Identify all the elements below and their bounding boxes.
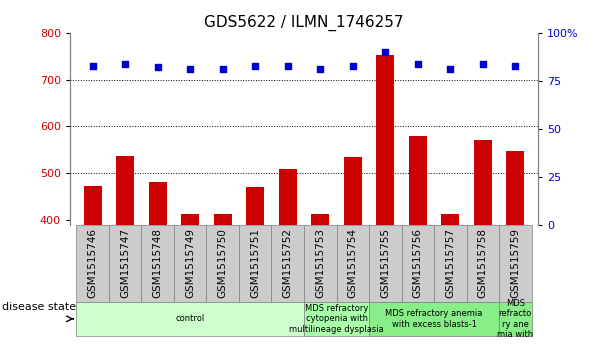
Text: MDS refractory
cytopenia with
multilineage dysplasia: MDS refractory cytopenia with multilinea…	[289, 304, 384, 334]
FancyBboxPatch shape	[499, 225, 531, 302]
Text: GSM1515746: GSM1515746	[88, 228, 98, 298]
Bar	[441, 214, 459, 225]
FancyBboxPatch shape	[207, 225, 239, 302]
Point	[348, 64, 358, 69]
FancyBboxPatch shape	[369, 302, 499, 335]
FancyBboxPatch shape	[77, 225, 109, 302]
Bar	[214, 214, 232, 225]
Bar	[116, 156, 134, 225]
Text: GSM1515754: GSM1515754	[348, 228, 358, 298]
Bar	[181, 214, 199, 225]
Point	[381, 49, 390, 55]
Text: GSM1515752: GSM1515752	[283, 228, 292, 298]
FancyBboxPatch shape	[239, 225, 272, 302]
Bar	[344, 157, 362, 225]
FancyBboxPatch shape	[304, 225, 336, 302]
FancyBboxPatch shape	[272, 225, 304, 302]
Point	[153, 64, 162, 70]
Point	[413, 61, 423, 67]
Point	[283, 64, 292, 69]
Bar	[246, 187, 264, 225]
FancyBboxPatch shape	[77, 302, 304, 335]
FancyBboxPatch shape	[142, 225, 174, 302]
Bar	[409, 136, 427, 225]
Bar	[506, 151, 524, 225]
Text: GSM1515747: GSM1515747	[120, 228, 130, 298]
Text: GSM1515748: GSM1515748	[153, 228, 163, 298]
Text: GSM1515753: GSM1515753	[316, 228, 325, 298]
Point	[316, 66, 325, 72]
Text: disease state: disease state	[2, 302, 77, 312]
Point	[185, 66, 195, 72]
Text: GSM1515751: GSM1515751	[250, 228, 260, 298]
Text: GSM1515757: GSM1515757	[445, 228, 455, 298]
Text: GSM1515756: GSM1515756	[413, 228, 423, 298]
Text: GSM1515750: GSM1515750	[218, 228, 228, 298]
Point	[88, 64, 97, 69]
Bar	[311, 214, 329, 225]
Bar	[279, 170, 297, 225]
Text: GSM1515758: GSM1515758	[478, 228, 488, 298]
FancyBboxPatch shape	[109, 225, 142, 302]
FancyBboxPatch shape	[466, 225, 499, 302]
Bar	[84, 186, 102, 225]
FancyBboxPatch shape	[499, 302, 531, 335]
FancyBboxPatch shape	[369, 225, 401, 302]
FancyBboxPatch shape	[304, 302, 369, 335]
Text: MDS refractory anemia
with excess blasts-1: MDS refractory anemia with excess blasts…	[385, 309, 483, 329]
Text: GSM1515755: GSM1515755	[380, 228, 390, 298]
FancyBboxPatch shape	[336, 225, 369, 302]
Text: control: control	[176, 314, 205, 323]
FancyBboxPatch shape	[174, 225, 207, 302]
Point	[446, 66, 455, 72]
Point	[120, 61, 130, 67]
Title: GDS5622 / ILMN_1746257: GDS5622 / ILMN_1746257	[204, 15, 404, 31]
Bar	[376, 55, 394, 225]
Bar	[149, 182, 167, 225]
FancyBboxPatch shape	[434, 225, 466, 302]
Point	[478, 61, 488, 67]
Point	[511, 64, 520, 69]
Text: MDS
refracto
ry ane
mia with: MDS refracto ry ane mia with	[497, 299, 533, 339]
Text: GSM1515759: GSM1515759	[510, 228, 520, 298]
Point	[250, 64, 260, 69]
Bar	[474, 140, 492, 225]
Text: GSM1515749: GSM1515749	[185, 228, 195, 298]
Point	[218, 66, 227, 72]
FancyBboxPatch shape	[401, 225, 434, 302]
